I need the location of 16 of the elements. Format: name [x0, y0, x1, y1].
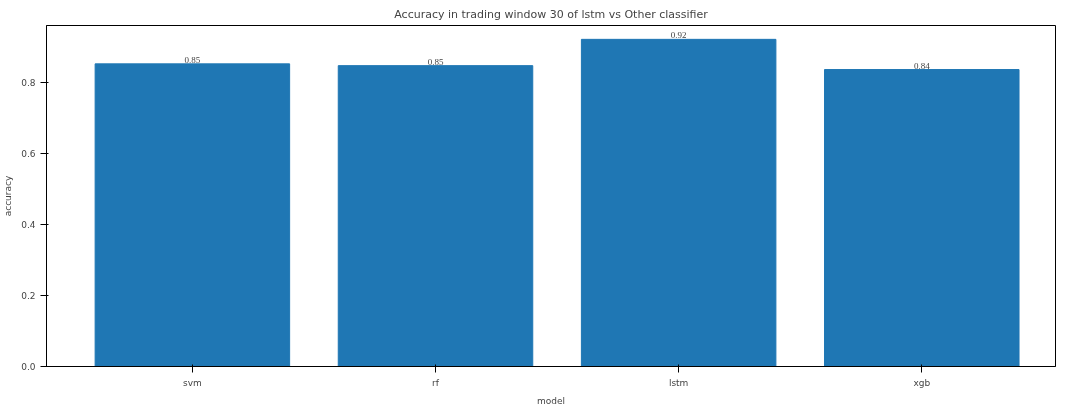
x-tick-label: xgb	[913, 377, 931, 388]
y-axis-title: accuracy	[3, 175, 14, 217]
y-tick-label: 0.6	[21, 148, 36, 159]
chart-title: Accuracy in trading window 30 of lstm vs Other classifier	[394, 7, 709, 21]
data-label: 0.85	[184, 54, 201, 65]
y-tick-label: 0.2	[21, 290, 36, 301]
y-tick-label: 0.8	[21, 77, 36, 88]
x-tick-label: lstm	[668, 377, 689, 388]
y-tick-label: 0.4	[21, 219, 36, 230]
data-label: 0.92	[670, 30, 687, 41]
x-tick-label: svm	[182, 377, 202, 388]
y-tick-label: 0.0	[21, 362, 36, 372]
data-label: 0.85	[427, 56, 444, 67]
x-axis-title: model	[536, 395, 566, 406]
data-label: 0.84	[913, 60, 931, 71]
x-tick-label: rf	[432, 377, 440, 388]
